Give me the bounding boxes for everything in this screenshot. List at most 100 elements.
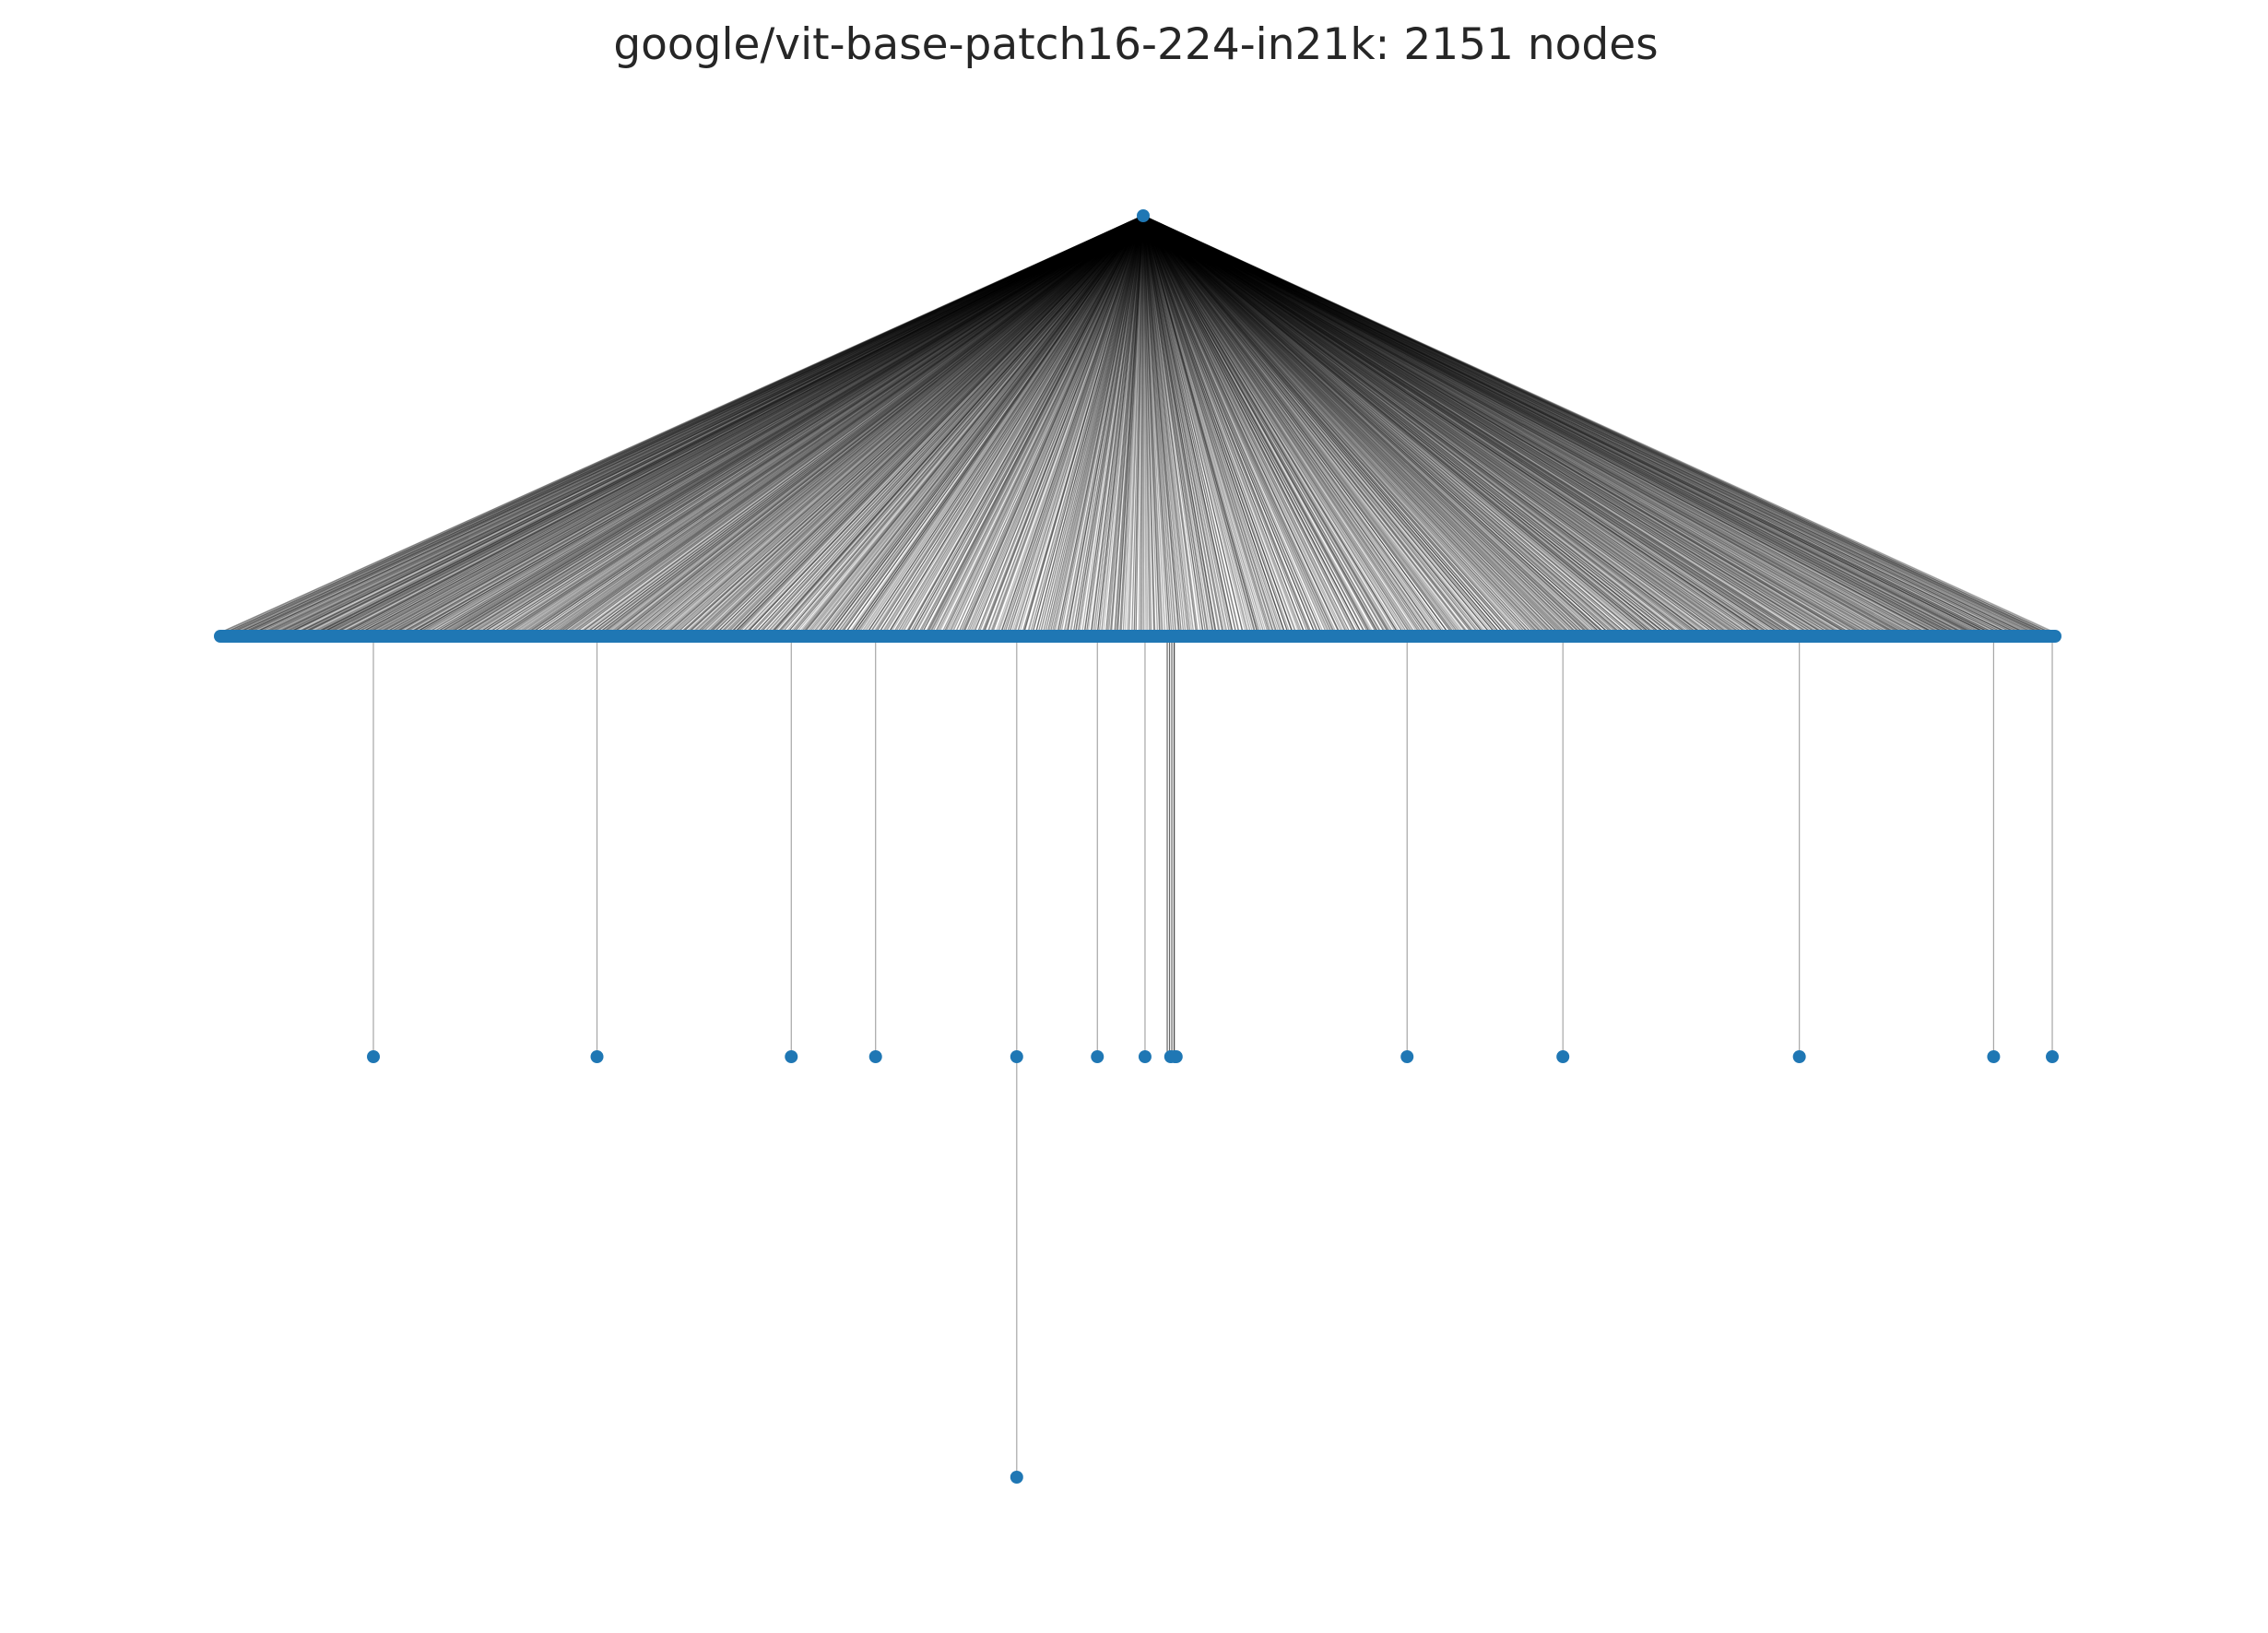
root-edge — [1142, 215, 1467, 633]
root-edge — [232, 215, 1144, 633]
root-edge — [1142, 215, 1981, 633]
root-edge — [1142, 215, 1282, 633]
root-edge — [428, 215, 1144, 633]
root-edge — [810, 215, 1144, 633]
root-edge — [772, 215, 1144, 633]
root-edge — [1142, 215, 1603, 633]
root-edge — [1142, 215, 1312, 633]
root-edge — [1142, 215, 1481, 633]
root-edge — [1142, 215, 1678, 633]
root-edge — [951, 215, 1144, 633]
root-edge — [273, 215, 1144, 633]
root-edge — [1142, 215, 1650, 633]
root-edge — [716, 215, 1144, 633]
root-edge — [1000, 215, 1144, 633]
root-edge — [1142, 215, 1976, 633]
root-edge — [473, 215, 1144, 633]
root-edge — [789, 215, 1144, 633]
root-edge — [1142, 215, 1535, 633]
root-edge — [291, 215, 1144, 633]
root-edge — [1142, 215, 1826, 633]
root-edge — [875, 215, 1144, 633]
root-edge — [360, 215, 1144, 633]
root-edge — [1142, 215, 1956, 633]
root-edge — [963, 215, 1144, 633]
root-edge — [409, 215, 1144, 633]
root-edge — [1142, 215, 1908, 633]
root-edge — [1142, 215, 1517, 633]
root-edge — [791, 215, 1144, 633]
root-edge — [321, 215, 1144, 633]
root-edge — [1091, 215, 1144, 633]
depth2-node — [1138, 1050, 1152, 1063]
root-edge — [1142, 215, 1256, 633]
root-edge — [283, 215, 1144, 633]
root-edge — [1142, 215, 1523, 633]
root-edge — [1142, 215, 1449, 633]
root-edge — [1142, 215, 1537, 633]
root-edge — [1142, 215, 1199, 633]
root-edge — [1142, 215, 1283, 633]
root-edge — [965, 215, 1144, 633]
root-edge — [714, 215, 1144, 633]
root-edge — [1035, 215, 1144, 633]
root-edge — [1142, 215, 1300, 633]
depth2-node — [1167, 1050, 1181, 1063]
root-edge — [1142, 215, 1592, 633]
root-edge — [1142, 215, 1254, 633]
root-edge — [1142, 215, 1234, 633]
root-edge — [796, 215, 1144, 633]
root-edge — [636, 215, 1144, 633]
root-edge — [1109, 215, 1144, 633]
root-edge — [1101, 215, 1144, 633]
root-edge — [1142, 215, 1267, 633]
root-edge — [254, 215, 1144, 633]
root-edge — [1142, 215, 1931, 633]
root-edge — [1142, 215, 1365, 633]
root-edge — [546, 215, 1144, 633]
root-edge — [896, 215, 1144, 633]
root-edge — [435, 215, 1144, 633]
root-edge — [1142, 215, 1834, 633]
root-edge — [364, 215, 1144, 633]
root-edge — [1142, 215, 1435, 633]
root-edge — [1142, 215, 1594, 633]
root-edge — [568, 215, 1144, 633]
root-edge — [1142, 215, 1952, 633]
root-edge — [448, 215, 1144, 633]
root-edge — [1142, 215, 1665, 633]
root-edge — [1142, 215, 1310, 633]
root-edge — [1142, 215, 1906, 633]
root-edge — [1142, 215, 1941, 633]
root-edge — [1142, 215, 1965, 633]
root-edge — [1142, 215, 1191, 633]
root-edge — [1142, 215, 1790, 633]
root-edge — [864, 215, 1144, 633]
root-edge — [532, 215, 1144, 633]
root-edge — [1017, 215, 1144, 633]
root-edge — [1142, 215, 1483, 633]
root-edge — [692, 215, 1144, 633]
root-edge — [465, 215, 1144, 633]
root-edge — [1142, 215, 1374, 633]
root-edge — [867, 215, 1144, 633]
root-edge — [1142, 215, 1843, 633]
root-edge — [1142, 215, 1377, 633]
root-edge — [1142, 215, 1619, 633]
root-edge — [278, 215, 1144, 633]
root-edge — [444, 215, 1144, 633]
root-edge — [615, 215, 1144, 633]
root-edge — [354, 215, 1144, 633]
root-edge — [851, 215, 1144, 633]
root-edge — [1083, 215, 1144, 633]
root-edge — [382, 215, 1144, 633]
root-edge — [1142, 215, 1761, 633]
root-edge — [502, 215, 1144, 633]
root-edge — [1142, 215, 1285, 633]
root-edge — [257, 215, 1144, 633]
root-edge — [1142, 215, 1324, 633]
root-edge — [881, 215, 1144, 633]
root-edge — [420, 215, 1144, 633]
root-edge — [1142, 215, 1289, 633]
